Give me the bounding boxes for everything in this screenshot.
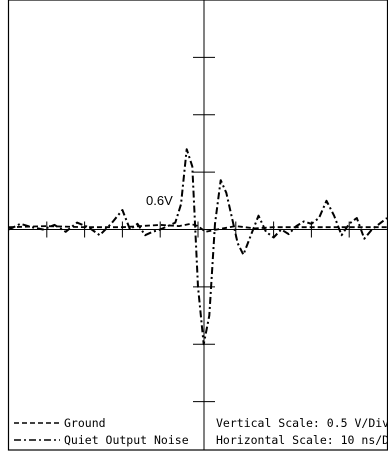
annotations: 0.6V: [146, 193, 173, 208]
center-axes: [9, 0, 387, 405]
peak-annotation: 0.6V: [146, 193, 173, 208]
vertical-scale-label: Vertical Scale: 0.5 V/Div: [216, 416, 388, 430]
series-line-quiet-output-noise: [8, 148, 388, 346]
legend-label-ground: Ground: [64, 416, 106, 430]
series-line-ground: [8, 222, 387, 233]
legend: Ground Quiet Output Noise: [14, 416, 189, 447]
horizontal-scale-label: Horizontal Scale: 10 ns/Div: [216, 433, 388, 447]
traces: [8, 148, 388, 346]
legend-label-quiet-output-noise: Quiet Output Noise: [64, 433, 189, 447]
scale-info: Vertical Scale: 0.5 V/Div Horizontal Sca…: [216, 416, 388, 447]
